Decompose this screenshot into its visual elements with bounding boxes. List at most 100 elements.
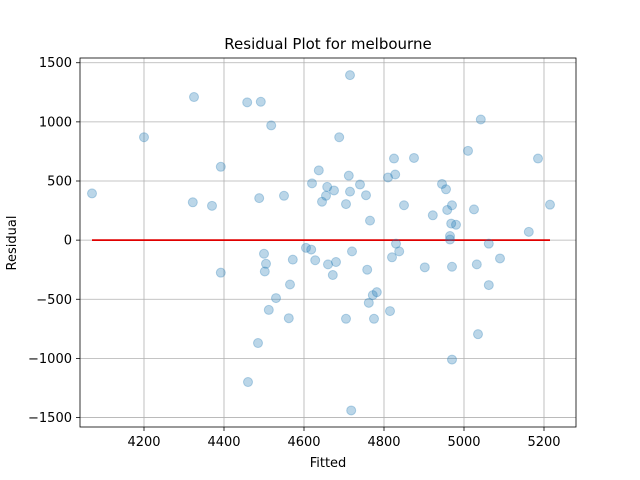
data-point [215,161,226,172]
y-tick-label: −500 [36,293,72,308]
data-point [362,264,373,275]
data-point [323,259,333,270]
data-point [483,238,494,249]
axis-ticks: 4200 4400 4600 4800 5000 5200 −1500 −1000 −500 0 5… [28,56,561,450]
data-point [255,96,266,107]
data-point [523,226,534,237]
data-point [254,193,265,204]
data-point [345,70,355,81]
data-point [385,306,395,317]
data-point [355,179,365,190]
data-point [369,313,379,324]
data-point [187,197,198,208]
data-point [445,230,455,241]
data-point [533,153,543,164]
data-point [271,293,281,304]
data-point [287,254,298,265]
data-point [87,188,97,199]
data-point [285,279,295,290]
data-point [447,261,457,272]
data-point [327,270,338,281]
data-point [345,186,355,197]
data-point [306,244,317,255]
data-point [409,152,419,163]
data-point [545,199,555,210]
data-point [442,204,453,215]
data-point [343,170,354,181]
y-tick-label: −1500 [28,411,72,426]
data-point [261,258,271,269]
x-axis-label: Fitted [310,456,347,471]
data-point [341,199,351,210]
x-tick-label: 5200 [527,435,560,450]
x-tick-label: 5000 [447,435,480,450]
data-point [419,262,430,273]
data-point [207,200,217,211]
data-point [242,97,253,108]
data-point [399,200,409,211]
data-point [447,354,457,365]
axes-frame [79,57,577,428]
y-tick-label: 1000 [39,115,72,130]
data-point [394,246,405,257]
data-point [495,253,505,264]
data-point [441,184,451,195]
data-point [189,92,199,103]
data-point [361,190,371,201]
data-point [427,210,438,221]
y-axis-label: Residual [5,216,20,271]
chart-title: Residual Plot for melbourne [224,35,431,53]
data-point [313,165,324,176]
x-tick-label: 4800 [367,435,400,450]
data-point [473,329,483,340]
data-point [322,181,333,192]
data-point [483,280,494,291]
data-point [371,287,382,298]
data-point [390,169,401,180]
x-tick-label: 4200 [127,435,160,450]
y-tick-label: 0 [64,234,72,249]
data-point [279,190,289,201]
data-point [347,246,357,257]
data-point [365,215,375,226]
y-tick-label: 1500 [39,56,72,71]
data-point [329,185,339,196]
x-tick-label: 4400 [207,435,240,450]
y-tick-label: −1000 [28,352,72,367]
data-point [331,257,341,268]
data-point [363,297,374,308]
data-point [259,248,269,259]
data-point [445,234,455,245]
data-point [383,172,393,183]
data-point [263,304,274,315]
data-point [307,178,317,189]
data-point [446,218,457,229]
data-point [341,313,351,324]
data-point [447,200,457,211]
x-tick-label: 4600 [287,435,320,450]
data-point [387,252,397,263]
data-point [243,377,253,388]
data-point [283,313,294,324]
data-point [389,153,399,164]
data-point [259,266,270,277]
data-point [451,219,461,230]
data-point [321,190,331,201]
data-points [87,70,555,416]
data-point [253,338,263,349]
data-point [215,267,226,278]
data-point [469,204,479,215]
data-point [475,114,486,125]
data-point [301,242,311,253]
y-tick-label: 500 [47,175,72,190]
data-point [346,405,357,416]
data-point [266,120,277,131]
data-point [317,196,327,207]
data-point [437,178,447,189]
data-point [334,132,345,143]
data-point [139,132,149,143]
data-point [310,255,321,266]
data-point [367,290,378,301]
data-point [391,238,401,249]
